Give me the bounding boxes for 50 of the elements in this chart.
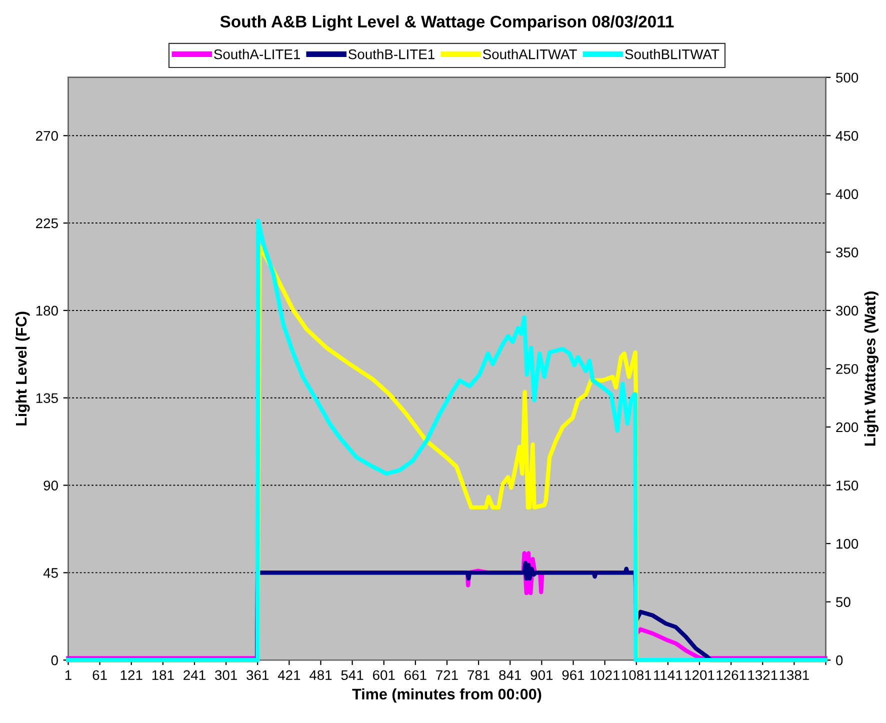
y2-tick-label: 300 <box>836 306 858 316</box>
y2-tick-label: 250 <box>836 364 858 374</box>
y2-tick-label: 500 <box>836 72 858 83</box>
y2-tick-label: 450 <box>836 130 858 141</box>
y2-tick-label: 50 <box>836 597 850 607</box>
x-tick-label: 121 <box>120 670 142 680</box>
x-tick-label: 1 <box>65 670 72 680</box>
x-tick-label: 541 <box>341 670 364 680</box>
x-tick-label: 781 <box>468 670 490 680</box>
x-tick-label: 181 <box>152 670 174 680</box>
y2-tick-label: 100 <box>836 538 858 549</box>
chart-title: South A&B Light Level & Wattage Comparison 08/03/2011 <box>220 15 674 31</box>
y-tick-label: 225 <box>36 218 58 228</box>
x-tick-label: 961 <box>562 670 584 680</box>
x-tick-label: 1321 <box>748 670 778 680</box>
x-tick-label: 481 <box>309 670 332 680</box>
y-tick-label: 45 <box>43 568 58 578</box>
legend-label: SouthBLITWAT <box>625 49 720 60</box>
y-axis-title: Light Level (FC) <box>15 312 30 426</box>
x-tick-label: 361 <box>246 670 269 680</box>
y-tick-label: 0 <box>51 655 58 666</box>
x-axis-title: Time (minutes from 00:00) <box>352 688 542 703</box>
x-tick-label: 1381 <box>780 670 809 680</box>
y2-tick-label: 150 <box>836 480 858 490</box>
x-tick-label: 1081 <box>622 670 652 680</box>
x-tick-label: 601 <box>372 670 395 680</box>
x-tick-label: 1261 <box>716 670 746 680</box>
y-tick-label: 90 <box>44 480 58 490</box>
x-tick-label: 1201 <box>685 670 714 680</box>
x-tick-label: 421 <box>278 670 300 680</box>
legend-label: SouthB-LITE1 <box>348 49 434 60</box>
x-tick-label: 1021 <box>590 670 620 680</box>
y2-tick-label: 0 <box>836 655 843 666</box>
x-tick-label: 721 <box>436 670 458 680</box>
x-tick-label: 1141 <box>654 670 682 680</box>
y-tick-label: 180 <box>36 306 58 316</box>
y2-tick-label: 400 <box>836 189 858 200</box>
x-tick-label: 241 <box>184 670 206 680</box>
y2-tick-label: 200 <box>836 422 858 432</box>
legend-label: SouthA-LITE1 <box>214 49 300 60</box>
y-tick-label: 270 <box>36 130 58 141</box>
y2-axis-title: Light Wattages (Watt) <box>864 292 879 446</box>
x-tick-label: 661 <box>404 670 426 680</box>
y2-tick-label: 350 <box>836 248 858 258</box>
x-tick-label: 841 <box>499 670 522 680</box>
x-tick-label: 901 <box>530 670 553 680</box>
y-tick-label: 135 <box>36 393 58 404</box>
x-tick-label: 301 <box>214 670 237 680</box>
legend-label: SouthALITWAT <box>482 49 577 60</box>
x-tick-label: 61 <box>92 670 107 680</box>
